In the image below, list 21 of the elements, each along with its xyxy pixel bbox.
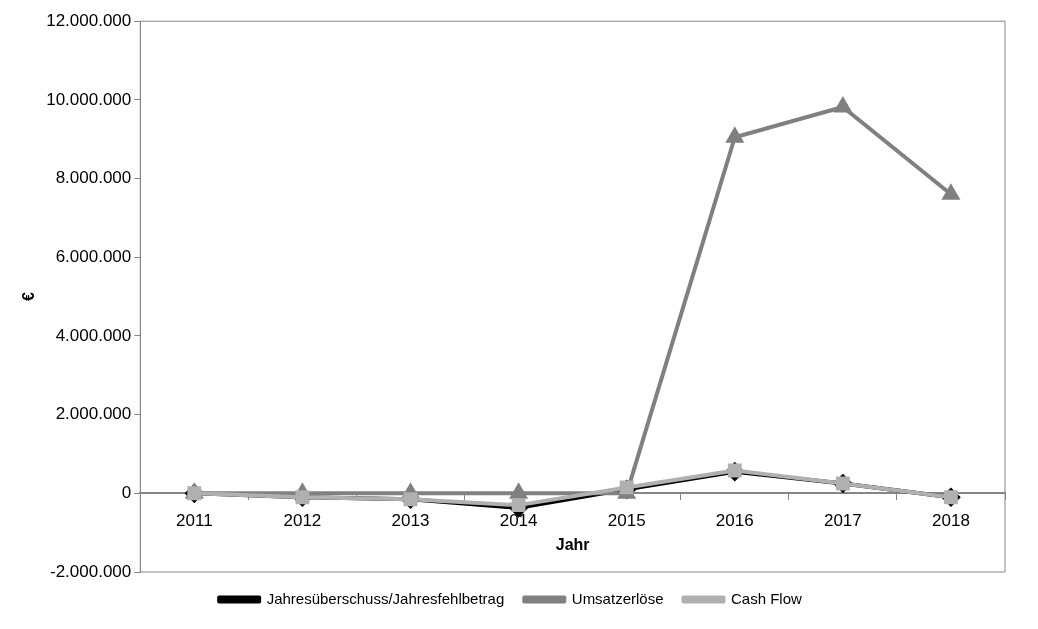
x-tick-label: 2016 [715,511,754,531]
x-axis-title: Jahr [555,536,590,554]
legend-label: Jahresüberschuss/Jahresfehlbetrag [266,589,505,607]
x-tick-label: 2018 [932,511,970,531]
x-tick-label: 2014 [499,511,538,531]
y-tick-label: 2.000.000 [55,404,132,424]
x-tick-label: 2012 [283,511,322,531]
y-tick-label: 10.000.000 [46,89,132,109]
x-tick-label: 2013 [391,511,430,531]
y-tick-label: 4.000.000 [55,325,132,345]
y-tick-label: 6.000.000 [55,246,132,266]
legend-label: Cash Flow [730,589,803,607]
y-axis-title: € [20,292,38,302]
x-tick-label: 2017 [823,511,862,531]
x-tick-label: 2015 [607,511,646,531]
y-tick-label: 0 [121,483,132,502]
x-tick-label: 2011 [176,511,213,531]
y-tick-label: -2.000.000 [49,561,132,581]
y-tick-label: 8.000.000 [55,168,132,188]
y-tick-label: 12.000.000 [46,10,132,30]
legend-label: Umsatzerlöse [571,589,664,607]
